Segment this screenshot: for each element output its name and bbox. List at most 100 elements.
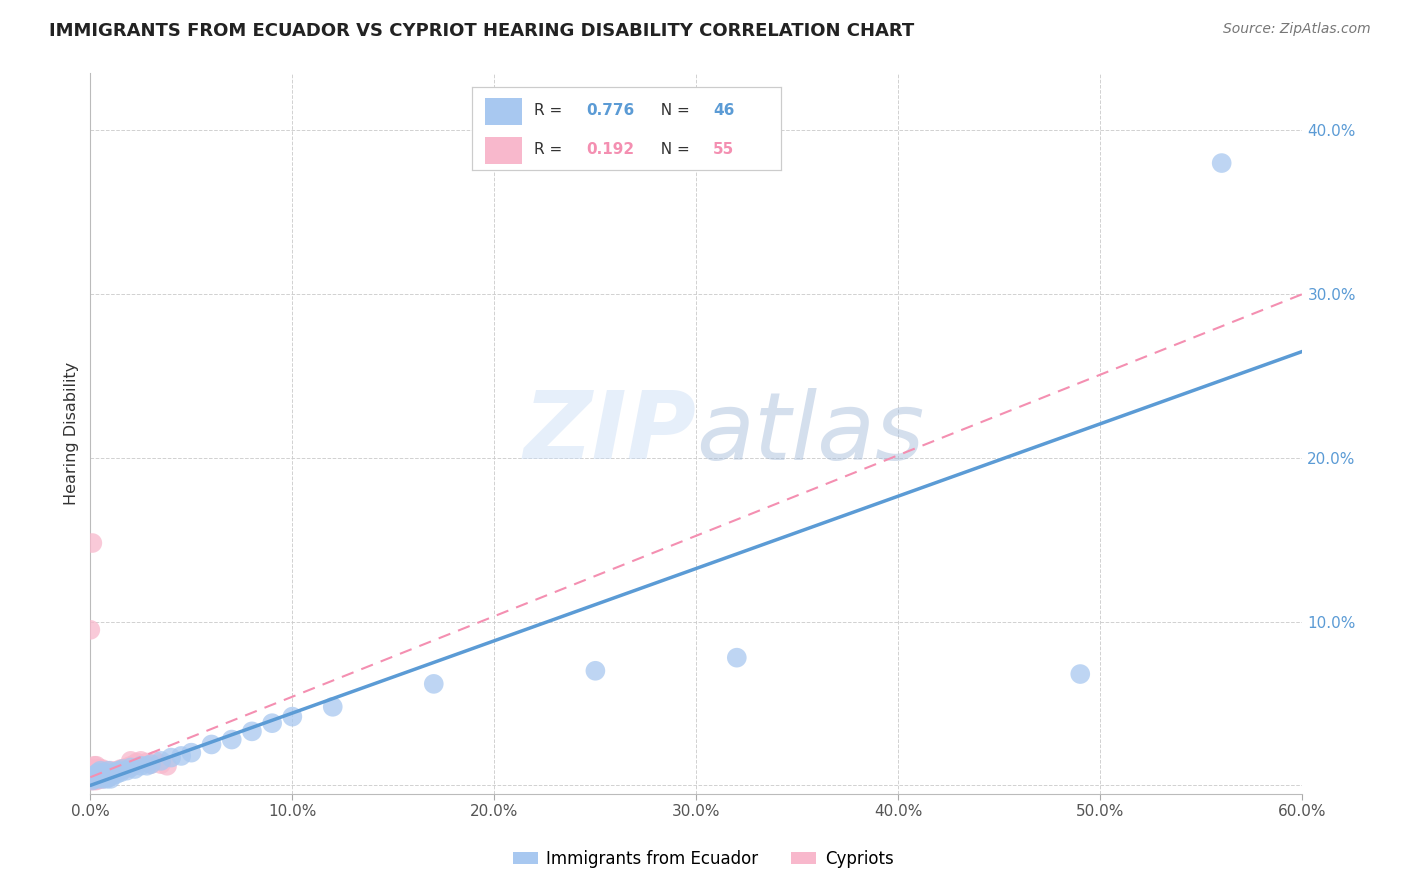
- Point: [139, 757, 162, 772]
- Point: [221, 732, 243, 747]
- Point: [107, 764, 129, 778]
- Point: [125, 756, 148, 770]
- Point: [124, 762, 146, 776]
- Point: [79, 773, 101, 788]
- Point: [129, 754, 152, 768]
- Point: [583, 664, 606, 678]
- Text: IMMIGRANTS FROM ECUADOR VS CYPRIOT HEARING DISABILITY CORRELATION CHART: IMMIGRANTS FROM ECUADOR VS CYPRIOT HEARI…: [49, 22, 914, 40]
- Point: [170, 748, 193, 763]
- Point: [86, 770, 108, 784]
- Point: [91, 772, 114, 786]
- Point: [86, 767, 108, 781]
- Point: [91, 767, 114, 781]
- Point: [105, 764, 128, 778]
- Point: [82, 773, 104, 788]
- Point: [100, 767, 122, 781]
- Y-axis label: Hearing Disability: Hearing Disability: [65, 361, 79, 505]
- Point: [82, 765, 104, 780]
- Point: [83, 772, 105, 786]
- Point: [93, 770, 115, 784]
- Point: [87, 772, 110, 786]
- Point: [100, 764, 122, 778]
- Point: [82, 768, 104, 782]
- Point: [96, 772, 118, 786]
- Point: [83, 768, 105, 782]
- Point: [114, 762, 136, 776]
- Point: [79, 623, 101, 637]
- Point: [150, 754, 173, 768]
- Point: [120, 758, 142, 772]
- Point: [115, 764, 138, 778]
- Point: [83, 764, 105, 778]
- Legend: Immigrants from Ecuador, Cypriots: Immigrants from Ecuador, Cypriots: [506, 844, 900, 875]
- Point: [200, 738, 222, 752]
- Point: [101, 768, 124, 782]
- Point: [96, 770, 118, 784]
- Point: [82, 762, 104, 776]
- Point: [139, 757, 162, 772]
- Point: [124, 757, 146, 772]
- Point: [91, 762, 114, 776]
- Point: [82, 772, 104, 786]
- Point: [87, 772, 110, 786]
- Point: [83, 770, 105, 784]
- Text: atlas: atlas: [696, 388, 925, 479]
- Point: [93, 765, 115, 780]
- Point: [111, 762, 134, 776]
- Point: [96, 767, 118, 781]
- Point: [82, 773, 104, 788]
- Point: [120, 754, 142, 768]
- Point: [100, 772, 122, 786]
- Point: [97, 770, 120, 784]
- Point: [322, 699, 344, 714]
- Point: [87, 762, 110, 776]
- Point: [97, 764, 120, 778]
- Text: ZIP: ZIP: [523, 387, 696, 479]
- Point: [1211, 156, 1233, 170]
- Point: [110, 762, 132, 776]
- Point: [83, 767, 105, 781]
- Point: [89, 762, 111, 776]
- Point: [86, 770, 108, 784]
- Point: [89, 770, 111, 784]
- Point: [101, 767, 124, 781]
- Point: [86, 758, 108, 772]
- Point: [240, 724, 263, 739]
- Point: [93, 765, 115, 780]
- Point: [89, 764, 111, 778]
- Point: [262, 716, 284, 731]
- Point: [135, 758, 157, 772]
- Point: [129, 758, 152, 772]
- Point: [110, 765, 132, 780]
- Point: [423, 677, 446, 691]
- Point: [180, 746, 202, 760]
- Point: [83, 773, 105, 788]
- Point: [120, 760, 142, 774]
- Point: [100, 768, 122, 782]
- Point: [86, 764, 108, 778]
- Point: [89, 772, 111, 786]
- Point: [96, 764, 118, 778]
- Point: [93, 770, 115, 784]
- Point: [86, 773, 108, 788]
- Point: [91, 772, 114, 786]
- Point: [103, 765, 125, 780]
- Point: [143, 754, 166, 768]
- Point: [150, 757, 173, 772]
- Point: [111, 762, 134, 776]
- Point: [281, 709, 304, 723]
- Point: [97, 770, 120, 784]
- Point: [160, 750, 183, 764]
- Point: [79, 770, 101, 784]
- Point: [156, 758, 179, 772]
- Point: [83, 758, 105, 772]
- Point: [87, 765, 110, 780]
- Point: [86, 767, 108, 781]
- Point: [105, 767, 128, 781]
- Point: [87, 765, 110, 780]
- Point: [87, 768, 110, 782]
- Point: [115, 760, 138, 774]
- Point: [1069, 667, 1091, 681]
- Point: [97, 765, 120, 780]
- Point: [103, 765, 125, 780]
